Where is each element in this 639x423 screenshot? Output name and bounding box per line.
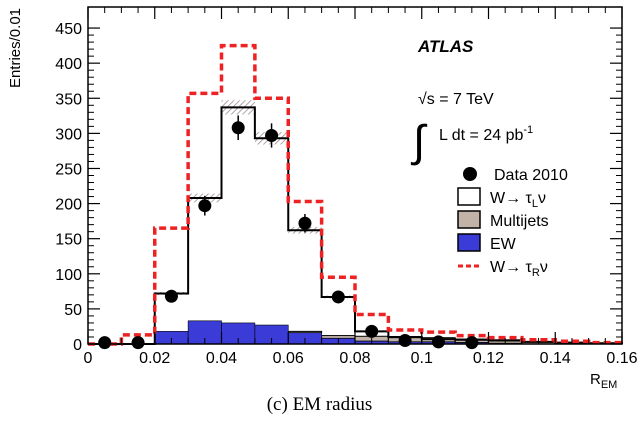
figure-caption: (c) EM radius [266,394,373,415]
data-point [431,335,445,349]
energy-label: √s = 7 TeV [418,91,494,108]
lumi-exponent: -1 [523,124,533,136]
lumi-label: L dt = 24 pb-1 [439,124,533,144]
legend-data-label: Data 2010 [494,167,568,184]
y-tick-label: 0 [73,337,82,354]
integral-icon: ∫ [410,117,428,166]
y-axis-label: Entries/0.01 [7,8,24,88]
x-axis-label-main: R [590,371,601,388]
legend-wtaur-label: W→ τRν [490,259,548,279]
data-point [231,121,245,135]
x-axis-label-sub: EM [601,379,618,390]
data-point [398,333,412,347]
wtaur-histogram [88,43,624,346]
data-point [98,336,112,350]
x-tick-label: 0.14 [540,350,571,367]
legend: Data 2010 W→ τLν Multijets EW W→ τRν [457,167,568,279]
x-tick-label: 0.16 [606,350,637,367]
y-tick-label: 200 [55,197,82,214]
legend-wtaul-swatch [457,187,481,206]
y-tick-label: 450 [55,21,82,38]
legend-wtaul-label: W→ τLν [490,190,546,210]
x-tick-label: 0.12 [473,350,504,367]
y-tick-label: 50 [64,302,82,319]
data-point [131,336,145,350]
legend-ew-label: EW [490,236,517,253]
y-tick-label: 150 [55,232,82,249]
data-point [465,336,479,350]
multijets-bar [321,335,356,339]
x-tick-label: 0 [84,350,93,367]
y-tick-label: 300 [55,126,82,143]
chart: 0 50 100 150 200 250 300 350 400 450 0 0.02 0.04 0.06… [7,6,638,390]
legend-data-marker [463,167,477,181]
x-tick-label: 0.1 [411,350,433,367]
legend-ew-swatch [457,233,481,252]
legend-multijets-swatch [457,210,481,229]
x-tick-label: 0.02 [139,350,170,367]
data-point [198,199,212,213]
data-point [298,216,312,230]
data-point [331,290,345,304]
x-axis-label: REM [590,371,617,390]
data-point [164,289,178,303]
lumi-prefix: L dt = 24 pb [439,127,523,144]
data-point [365,324,379,338]
data-point [265,128,279,142]
y-tick-label: 400 [55,56,82,73]
x-tick-label: 0.04 [206,350,237,367]
x-tick-label: 0.08 [339,350,370,367]
atlas-label: ATLAS [417,37,474,56]
y-tick-label: 350 [55,91,82,108]
legend-multijets-label: Multijets [490,213,549,230]
y-tick-label: 100 [55,267,82,284]
x-tick-label: 0.06 [273,350,304,367]
y-tick-label: 250 [55,161,82,178]
